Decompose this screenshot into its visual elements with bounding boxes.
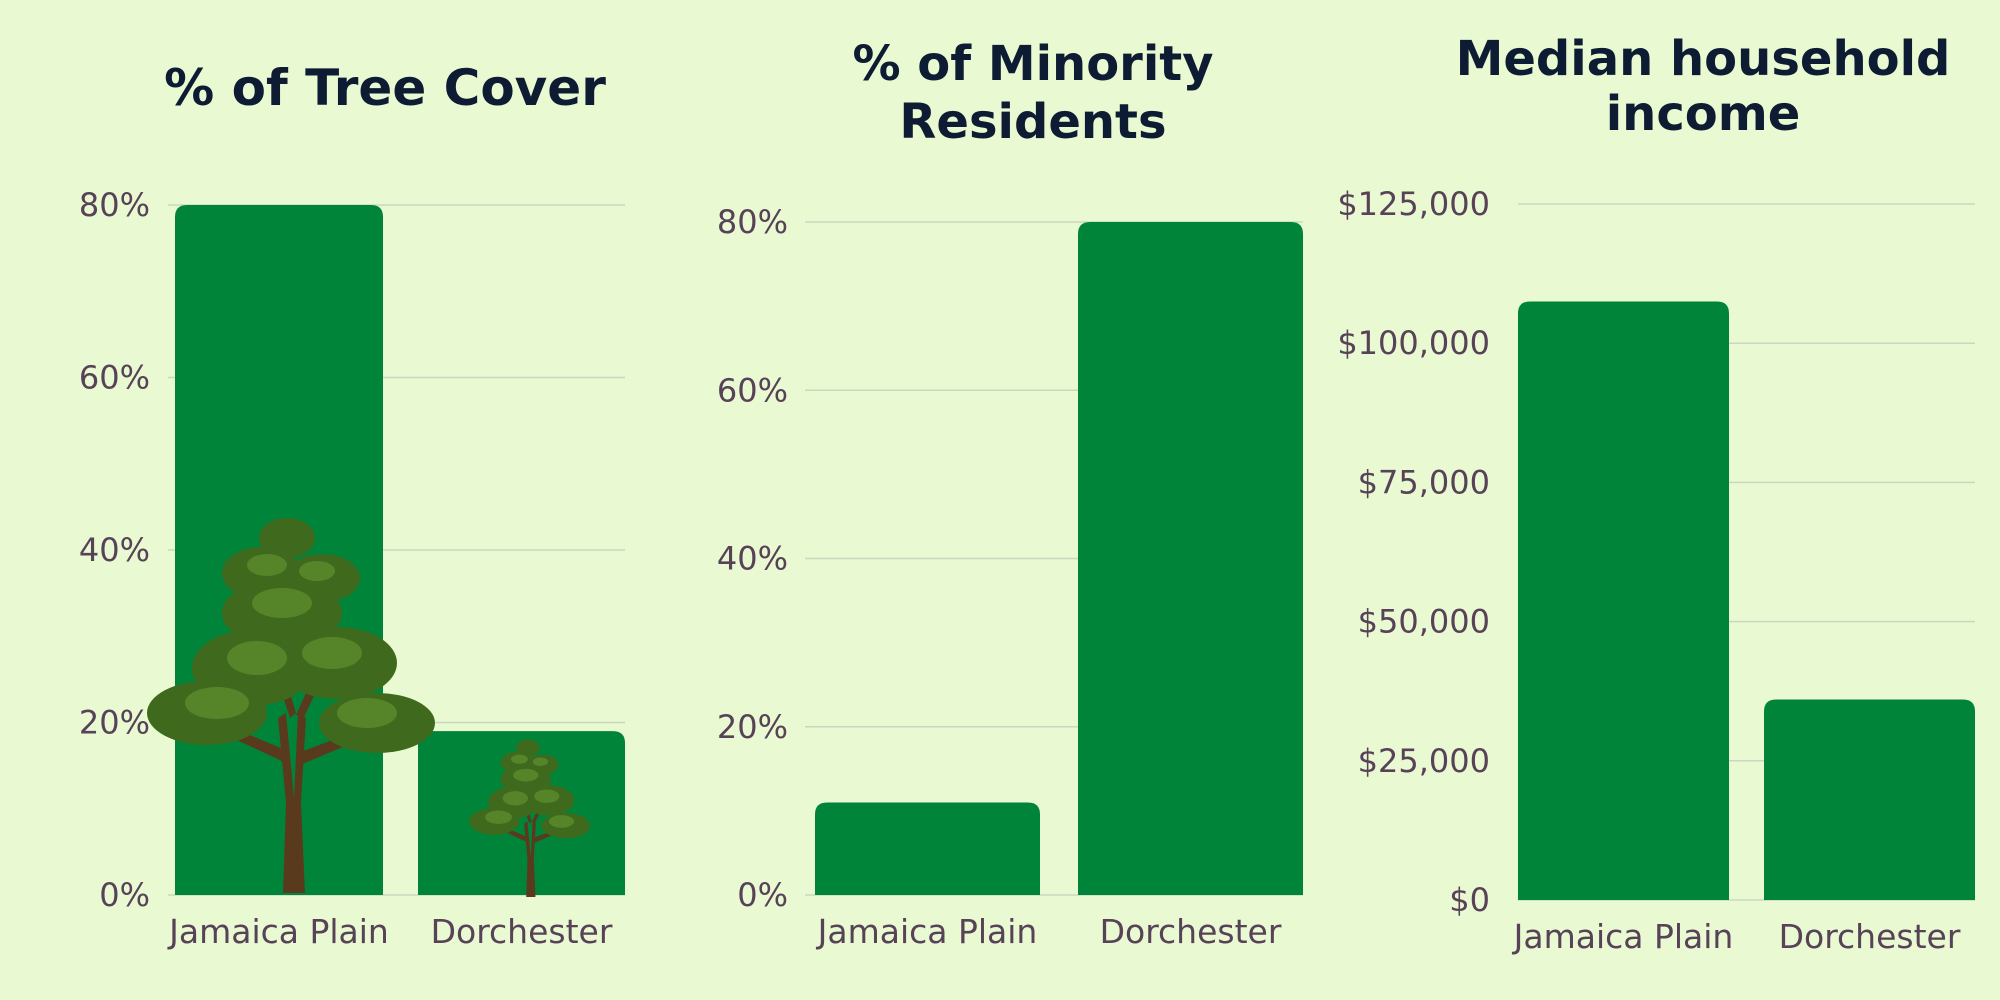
bar-dorchester <box>1078 222 1303 895</box>
y-tick-label: $125,000 <box>1337 185 1490 223</box>
y-tick-label: $25,000 <box>1358 742 1490 780</box>
chart-title: income <box>1606 86 1801 142</box>
y-tick-label: 20% <box>79 704 150 742</box>
chart-title: % of Minority <box>852 36 1213 92</box>
y-tick-label: 0% <box>99 876 150 914</box>
chart-1: % of Tree Cover 0% 20% 40% 60% 80% Jamaica Pla… <box>79 59 625 951</box>
y-tick-label: 40% <box>717 540 788 578</box>
x-category-label: Jamaica Plain <box>816 912 1038 951</box>
x-category-label: Dorchester <box>431 912 613 951</box>
y-tick-label: 0% <box>737 876 788 914</box>
y-tick-label: 80% <box>79 186 150 224</box>
bar-dorchester <box>1764 699 1975 900</box>
bar-jamaica-plain <box>1518 301 1729 900</box>
y-tick-label: 60% <box>717 371 788 409</box>
y-tick-label: $0 <box>1449 881 1490 919</box>
chart-title: Median household <box>1456 31 1951 87</box>
x-category-label: Dorchester <box>1100 912 1282 951</box>
y-tick-label: 60% <box>79 359 150 397</box>
x-category-label: Jamaica Plain <box>1512 917 1734 956</box>
x-category-label: Jamaica Plain <box>167 912 389 951</box>
bar-jamaica-plain <box>815 802 1040 895</box>
y-tick-label: $100,000 <box>1337 324 1490 362</box>
y-tick-label: 40% <box>79 531 150 569</box>
y-tick-label: $50,000 <box>1358 603 1490 641</box>
chart-title: Residents <box>899 94 1166 150</box>
y-tick-label: 80% <box>717 203 788 241</box>
chart-title: % of Tree Cover <box>164 59 606 117</box>
x-category-label: Dorchester <box>1779 917 1961 956</box>
y-tick-label: $75,000 <box>1358 463 1490 501</box>
y-tick-label: 20% <box>717 708 788 746</box>
